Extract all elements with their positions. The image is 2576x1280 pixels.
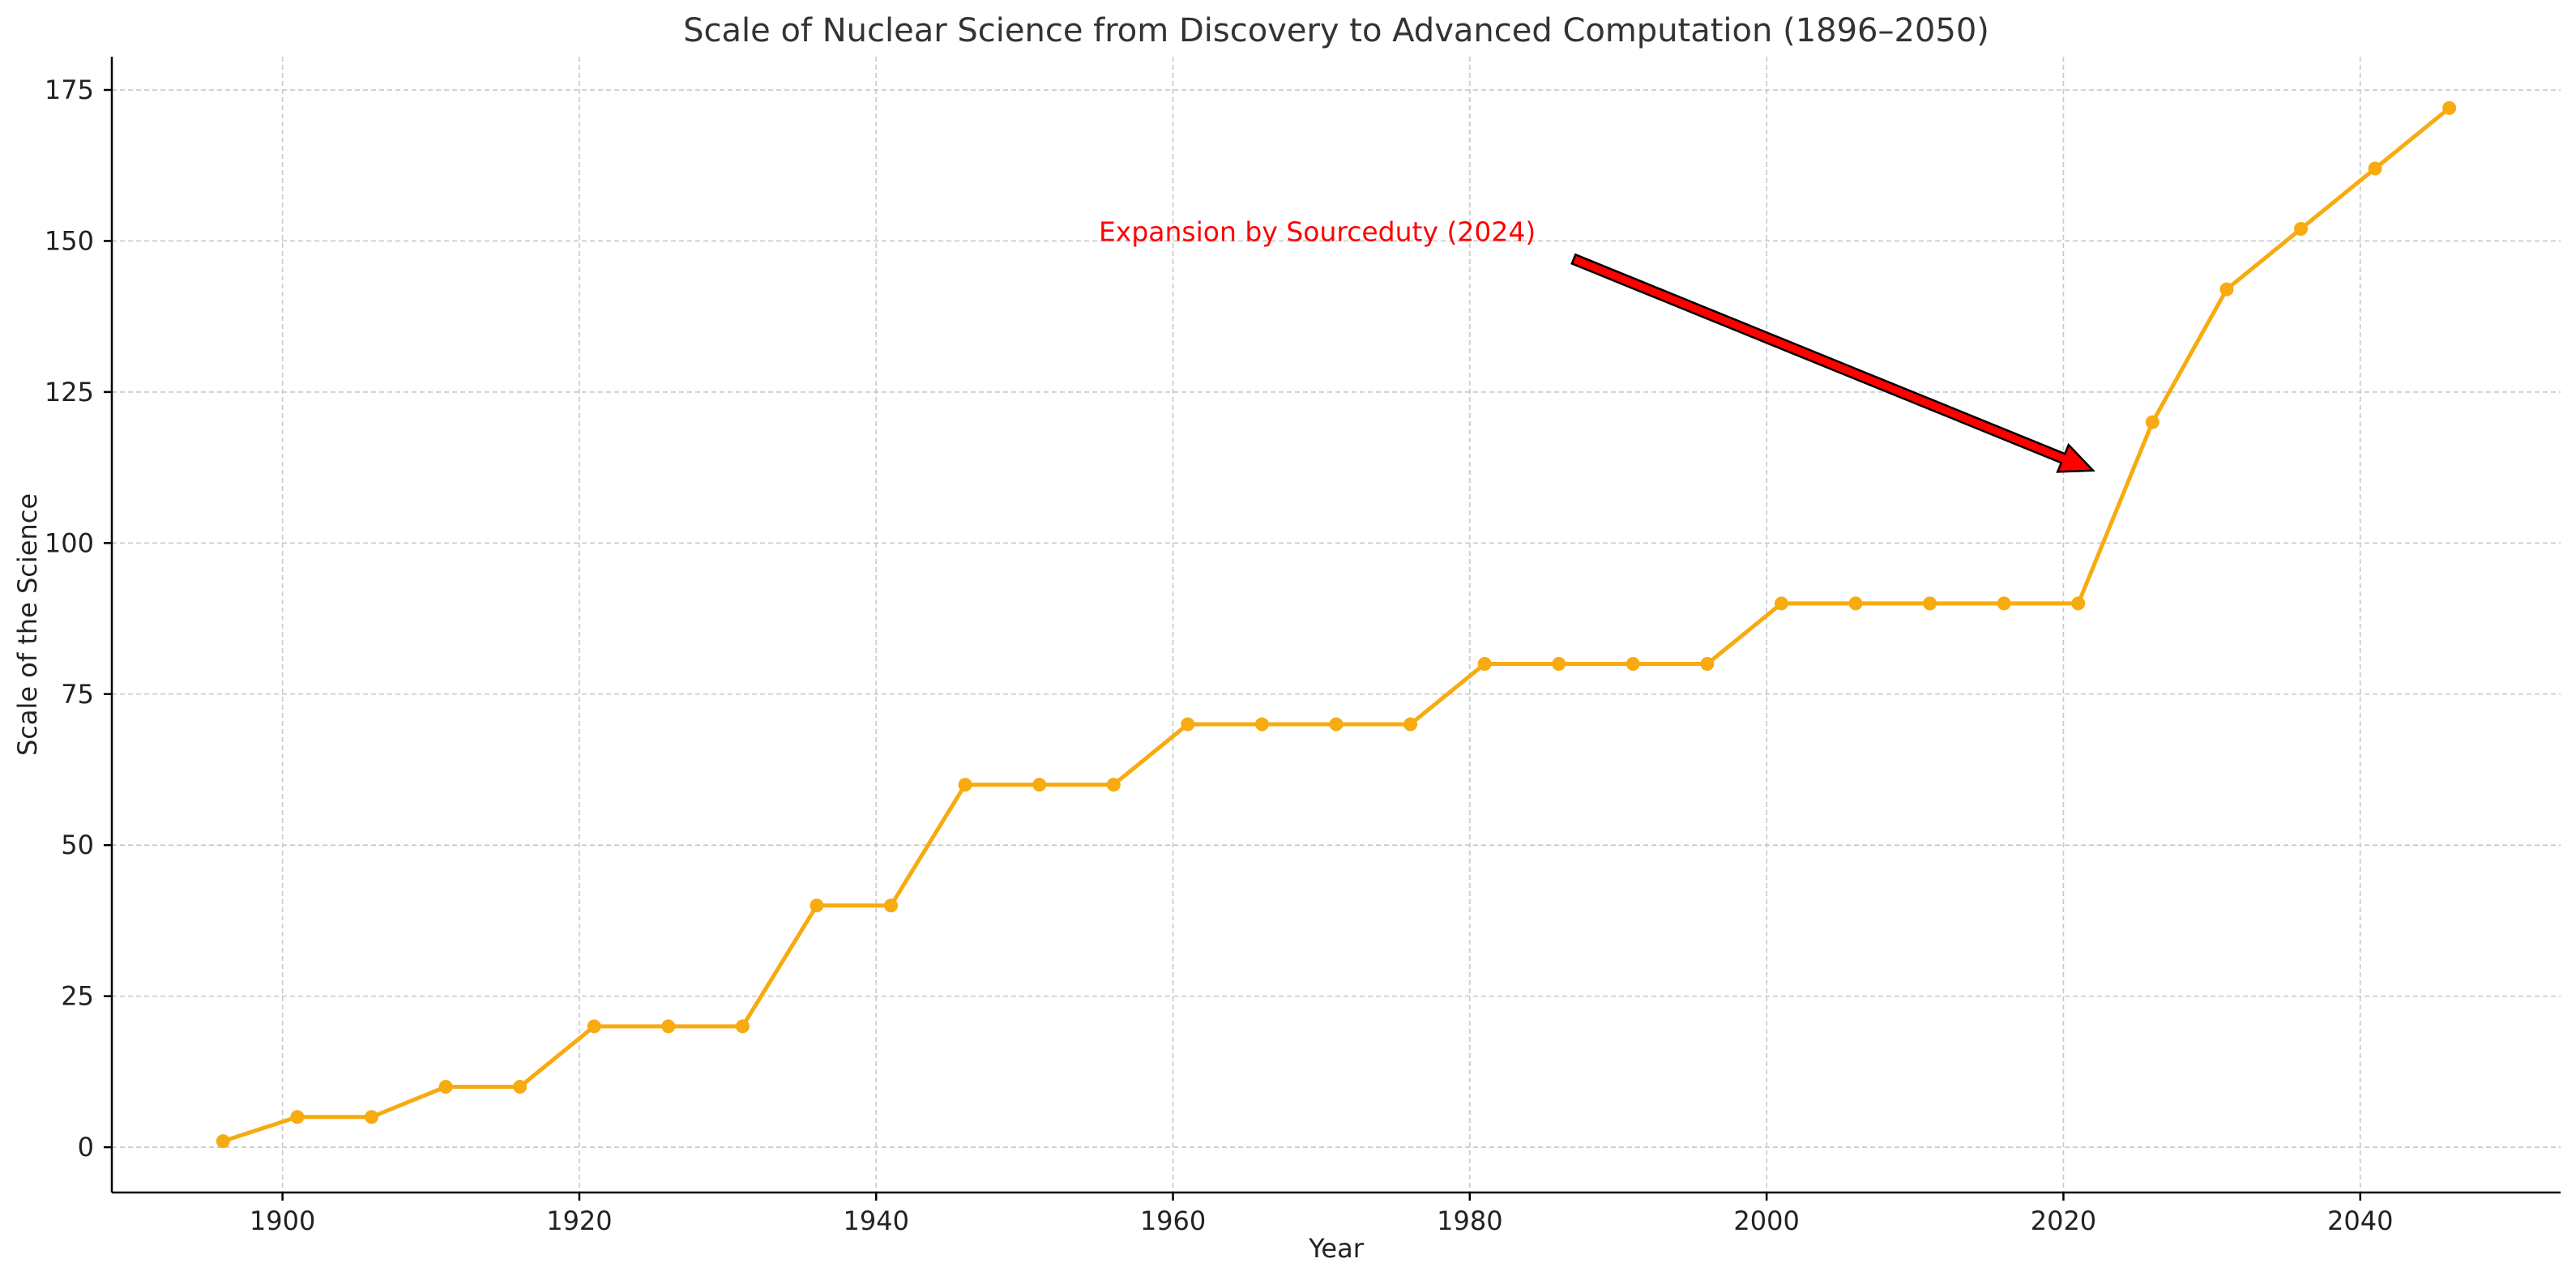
data-point — [1032, 778, 1047, 792]
data-point — [1254, 717, 1269, 732]
data-point — [1552, 656, 1566, 671]
x-tick-label: 1980 — [1437, 1205, 1502, 1236]
data-point — [2219, 282, 2234, 297]
data-point — [1403, 717, 1418, 732]
data-point — [810, 898, 824, 913]
data-point — [1625, 656, 1640, 671]
data-point — [2145, 415, 2159, 429]
data-point — [1700, 656, 1715, 671]
x-tick-label: 1960 — [1140, 1205, 1206, 1236]
data-point — [1329, 717, 1344, 732]
data-point — [2293, 222, 2308, 237]
y-tick-label: 0 — [78, 1132, 94, 1163]
x-tick-label: 1900 — [250, 1205, 315, 1236]
annotation-arrow — [1570, 253, 2095, 473]
data-point — [1477, 656, 1492, 671]
annotation: Expansion by Sourceduty (2024) — [1099, 215, 2095, 473]
data-point — [438, 1079, 453, 1094]
data-point — [365, 1110, 379, 1124]
series — [216, 100, 2457, 1149]
data-point — [1181, 717, 1195, 732]
x-axis-label: Year — [1308, 1233, 1365, 1264]
data-point — [884, 898, 899, 913]
axis-ticks: 1900 1920 1940 1960 1980 2000 2020 2040 0 25 50 75 1… — [45, 75, 2394, 1236]
data-point — [735, 1019, 750, 1034]
data-point — [290, 1110, 305, 1124]
data-point — [1774, 596, 1788, 611]
data-point — [216, 1134, 230, 1149]
y-tick-label: 150 — [45, 225, 94, 256]
data-point — [587, 1019, 601, 1034]
data-point — [2442, 100, 2457, 115]
x-tick-label: 1940 — [844, 1205, 909, 1236]
y-tick-label: 100 — [45, 527, 94, 558]
data-point — [1923, 596, 1937, 611]
y-tick-label: 125 — [45, 377, 94, 407]
data-point — [2368, 161, 2382, 176]
data-point — [513, 1079, 528, 1094]
series-line — [222, 106, 2451, 1143]
x-tick-label: 2020 — [2031, 1205, 2096, 1236]
data-point — [958, 778, 972, 792]
data-point — [661, 1019, 676, 1034]
data-point — [1106, 778, 1121, 792]
x-tick-label: 2040 — [2327, 1205, 2393, 1236]
chart-title: Scale of Nuclear Science from Discovery … — [683, 12, 1989, 49]
grid — [112, 57, 2561, 1193]
y-axis-label: Scale of the Science — [12, 493, 43, 756]
x-tick-label: 1920 — [546, 1205, 612, 1236]
y-tick-label: 50 — [61, 830, 94, 860]
data-point — [2071, 596, 2086, 611]
annotation-text: Expansion by Sourceduty (2024) — [1099, 215, 1536, 247]
y-tick-label: 175 — [45, 75, 94, 105]
y-tick-label: 75 — [61, 679, 94, 710]
data-point — [1848, 596, 1863, 611]
y-tick-label: 25 — [61, 981, 94, 1012]
data-point — [1997, 596, 2011, 611]
x-tick-label: 2000 — [1733, 1205, 1799, 1236]
